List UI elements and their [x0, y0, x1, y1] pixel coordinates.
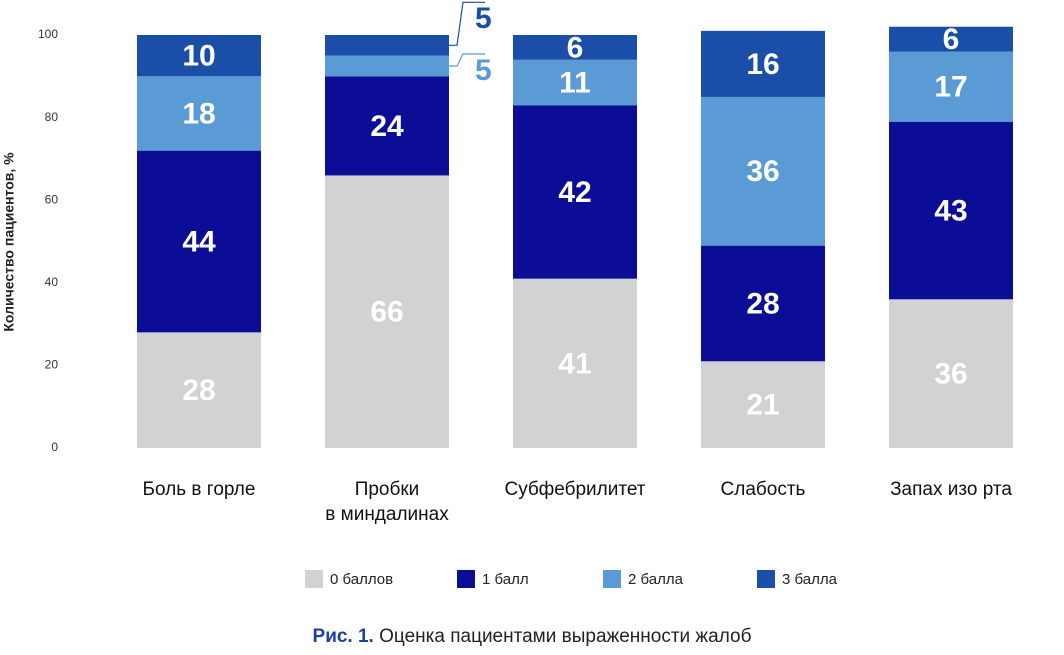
- x-tick-line: в миндалинах: [325, 504, 449, 525]
- bar-segment: [325, 175, 449, 449]
- bar-segment: [701, 30, 825, 97]
- x-tick-label: Слабость: [721, 479, 806, 500]
- value-label: 43: [934, 194, 967, 227]
- value-label: 28: [746, 287, 779, 320]
- legend-swatch: [757, 570, 775, 588]
- legend-label: 0 баллов: [330, 571, 393, 588]
- x-tick-label: Боль в горле: [143, 479, 256, 500]
- value-label: 17: [934, 71, 967, 104]
- bar-segment: [889, 121, 1013, 300]
- bar-segment: [701, 245, 825, 362]
- value-label: 10: [182, 40, 215, 73]
- bar-segment: [325, 55, 449, 77]
- legend-swatch: [457, 570, 475, 588]
- legend-label: 3 балла: [782, 571, 838, 588]
- x-tick-label: Субфебрилитет: [505, 479, 646, 500]
- y-tick-label: 60: [45, 192, 59, 206]
- x-tick-label: Пробки в миндалинах: [325, 479, 449, 525]
- value-label: 28: [182, 374, 215, 407]
- bar-segment: [701, 96, 825, 246]
- y-tick-label: 100: [38, 27, 58, 41]
- value-label: 6: [567, 31, 584, 64]
- y-tick-label: 80: [45, 110, 59, 124]
- callout-line: [449, 53, 485, 67]
- bar-segment: [513, 35, 637, 60]
- caption: Рис. 1. Оценка пациентами выраженности ж…: [313, 626, 752, 647]
- value-label: 42: [558, 176, 591, 209]
- bar-segment: [325, 35, 449, 56]
- bar-segment: [137, 332, 261, 448]
- y-axis-label: Количество пациентов, %: [1, 152, 17, 332]
- y-tick-label: 20: [45, 358, 59, 372]
- bar-segment: [513, 59, 637, 106]
- legend-swatch: [603, 570, 621, 588]
- x-tick-line: Пробки: [355, 479, 420, 500]
- value-label: 18: [182, 97, 215, 130]
- bar-segment: [889, 299, 1013, 448]
- value-label: 6: [943, 23, 960, 56]
- bar-segment: [137, 35, 261, 77]
- bar-segment: [513, 278, 637, 448]
- bar-segment: [889, 26, 1013, 52]
- x-tick-label: Запах изо рта: [890, 479, 1012, 500]
- bar-segment: [137, 76, 261, 151]
- value-label: 41: [558, 347, 591, 380]
- value-label: 36: [934, 358, 967, 391]
- legend-swatch: [305, 570, 323, 588]
- value-label: 66: [370, 296, 403, 329]
- y-tick-label: 40: [45, 275, 59, 289]
- value-label: 36: [746, 155, 779, 188]
- value-label: 5: [475, 54, 492, 87]
- value-label: 11: [559, 66, 591, 99]
- caption-text: Оценка пациентами выраженности жалоб: [379, 626, 751, 647]
- legend-label: 1 балл: [482, 571, 529, 588]
- bar-segment: [513, 105, 637, 279]
- legend-label: 2 балла: [628, 571, 684, 588]
- bar-segment: [325, 76, 449, 176]
- x-tick-line: Запах изо рта: [890, 479, 1012, 500]
- caption-prefix: Рис. 1.: [313, 626, 374, 647]
- x-tick-line: Боль в горле: [143, 479, 256, 500]
- bar-segment: [701, 361, 825, 448]
- bar-segment: [137, 150, 261, 333]
- y-tick-label: 0: [51, 440, 58, 454]
- value-label: 24: [370, 110, 404, 143]
- bar-segment: [889, 51, 1013, 122]
- value-label: 16: [746, 48, 779, 81]
- x-tick-line: Субфебрилитет: [505, 479, 646, 500]
- x-tick-line: Слабость: [721, 479, 806, 500]
- value-label: 21: [746, 389, 779, 422]
- value-label: 5: [475, 2, 492, 35]
- callout-line: [449, 1, 485, 46]
- value-label: 44: [182, 225, 216, 258]
